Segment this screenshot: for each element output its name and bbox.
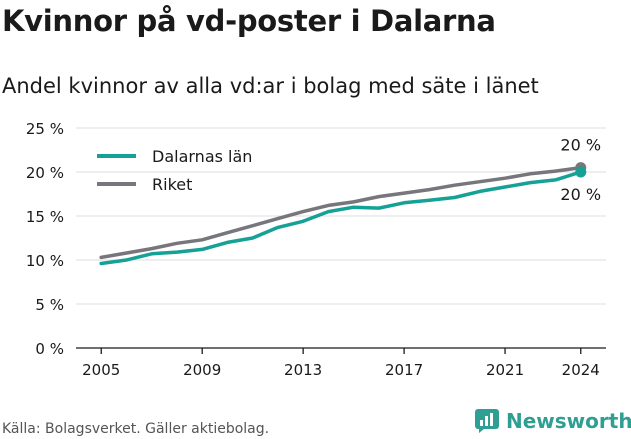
series-line-dalarnas-lan [99, 170, 583, 266]
y-tick-label: 5 % [35, 296, 64, 314]
legend-label: Riket [152, 175, 192, 194]
x-tick-label: 2017 [385, 361, 423, 379]
y-tick-label: 0 % [35, 340, 64, 358]
brand-logo: Newsworthy [474, 408, 631, 434]
x-tick-label: 2009 [183, 361, 221, 379]
x-tick-label: 2021 [486, 361, 524, 379]
y-tick-label: 20 % [26, 164, 64, 182]
y-tick-label: 15 % [26, 208, 64, 226]
series-line-riket [99, 165, 583, 260]
newsworthy-logo-icon [475, 409, 499, 433]
end-point-dalarnas-lan [575, 166, 587, 178]
y-tick-label: 25 % [26, 120, 64, 138]
source-note: Källa: Bolagsverket. Gäller aktiebolag. [2, 421, 270, 437]
brand-name: Newsworthy [506, 409, 631, 433]
legend-label: Dalarnas län [152, 147, 252, 166]
chart-title: Kvinnor på vd-poster i Dalarna [2, 4, 496, 38]
y-tick-label: 10 % [26, 252, 64, 270]
chart-subtitle: Andel kvinnor av alla vd:ar i bolag med … [2, 74, 539, 98]
end-label-riket: 20 % [560, 136, 601, 155]
x-tick-label: 2024 [562, 361, 600, 379]
end-label-dalarnas-lan: 20 % [560, 185, 601, 204]
line-chart: 0 % 5 % 10 % 15 % 20 % 25 % 2005 2009 2013 2017 20… [26, 120, 606, 379]
x-tick-label: 2013 [284, 361, 322, 379]
x-tick-label: 2005 [82, 361, 120, 379]
